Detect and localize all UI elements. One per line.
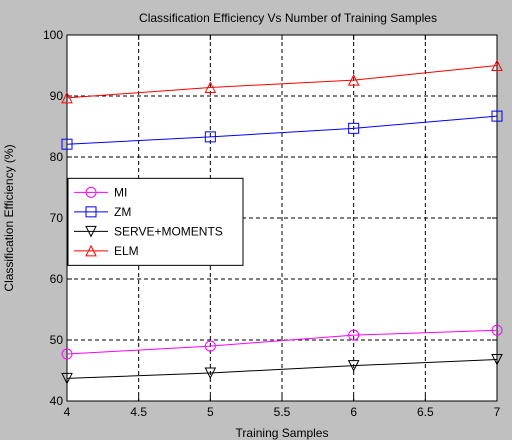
data-point-serve-moments	[491, 354, 503, 366]
series-line-zm	[66, 115, 498, 145]
data-point-zm	[491, 110, 503, 122]
legend-marker-elm	[85, 244, 97, 257]
data-point-elm	[347, 74, 360, 86]
series-line-mi	[66, 329, 498, 355]
data-point-zm	[204, 131, 216, 143]
x-tick-label: 5	[207, 405, 214, 419]
axis-ticks: 4 4.5 5 5.5 6 6.5 7 40 50 60 70 80 90 100	[43, 28, 501, 419]
data-point-mi	[61, 348, 73, 360]
x-tick-label: 6	[350, 405, 357, 419]
legend-label-mi: MI	[114, 185, 127, 199]
y-tick-label: 80	[50, 150, 64, 164]
series-layer	[61, 59, 503, 385]
y-tick-label: 50	[50, 333, 64, 347]
x-axis-label: Training Samples	[236, 426, 329, 440]
data-point-serve-moments	[347, 360, 360, 372]
y-axis-label: Classification Efficiency (%)	[2, 144, 16, 291]
legend-label-zm: ZM	[114, 205, 131, 219]
y-tick-label: 60	[50, 272, 64, 286]
x-tick-label: 7	[494, 405, 501, 419]
data-point-zm	[61, 138, 73, 150]
x-tick-label: 4	[64, 405, 71, 419]
y-tick-label: 40	[50, 394, 64, 408]
data-point-serve-moments	[204, 367, 217, 380]
y-tick-label: 90	[50, 89, 64, 103]
data-point-mi	[204, 340, 216, 352]
x-tick-label: 4.5	[130, 405, 147, 419]
data-point-elm	[204, 81, 217, 93]
data-point-elm	[61, 91, 73, 104]
data-point-serve-moments	[61, 372, 73, 385]
series-zm	[61, 110, 503, 150]
data-point-mi	[348, 329, 360, 341]
legend-marker-mi	[85, 186, 97, 198]
chart-title: Classification Efficiency Vs Number of T…	[139, 11, 437, 25]
y-tick-label: 70	[50, 211, 64, 225]
y-tick-label: 100	[43, 28, 63, 42]
legend-marker-zm	[85, 206, 97, 218]
data-point-zm	[348, 122, 360, 134]
series-serve-moments	[61, 354, 503, 385]
series-line-elm	[66, 65, 498, 99]
data-point-elm	[491, 59, 503, 71]
legend-label-elm: ELM	[114, 244, 139, 258]
series-elm	[61, 59, 503, 104]
x-tick-label: 6.5	[417, 405, 434, 419]
legend-marker-serve-moments	[85, 225, 97, 238]
legend-label-serve-moments: SERVE+MOMENTS	[114, 224, 223, 238]
x-tick-label: 5.5	[274, 405, 291, 419]
series-mi	[61, 324, 503, 360]
legend: MI ZM SERVE+MOMENTS ELM	[67, 177, 244, 266]
series-line-serve-moments	[66, 359, 498, 379]
data-point-mi	[491, 324, 503, 336]
